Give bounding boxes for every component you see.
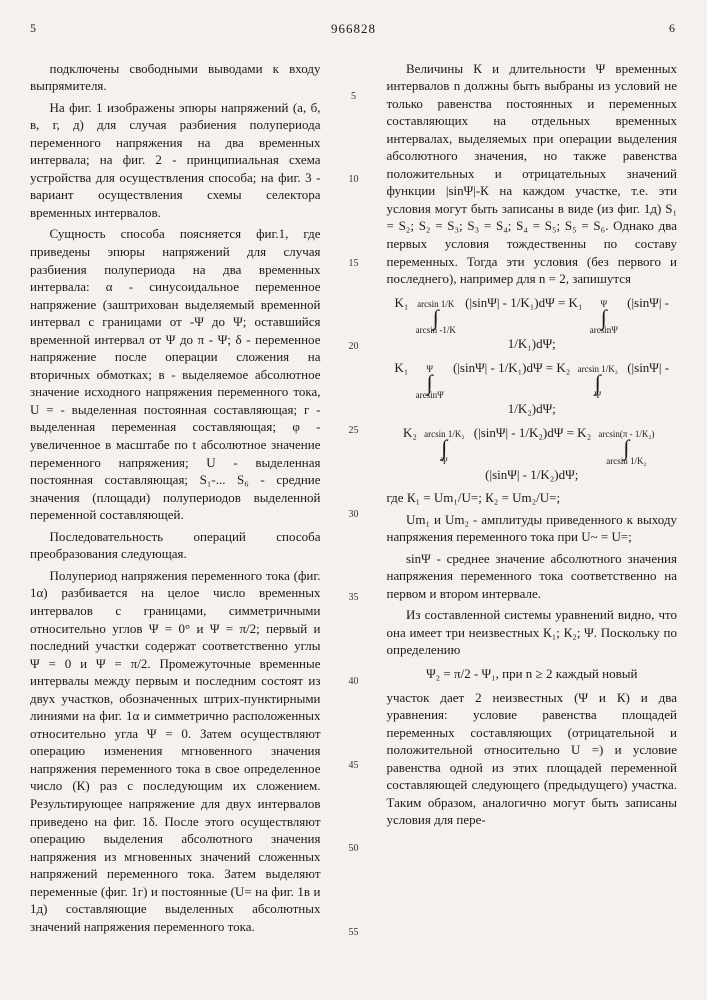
para: Um₁ и Um₂ - амплитуды приведенного к вых… xyxy=(387,511,678,546)
page-body: подключены свободными выводами к входу в… xyxy=(30,60,677,940)
line-numbers: 5 10 15 20 25 30 35 40 45 50 55 xyxy=(345,60,363,940)
page-left: 5 xyxy=(30,20,38,46)
para: Сущность способа поясняется фиг.1, где п… xyxy=(30,225,321,523)
lineno: 45 xyxy=(345,759,363,773)
formula-4: Ψ₂ = π/2 - Ψ₁, при n ≥ 2 каждый новый xyxy=(387,665,678,683)
lineno: 50 xyxy=(345,842,363,856)
para: Из составленной системы уравнений видно,… xyxy=(387,606,678,659)
para: Величины К и длительности Ψ временных ин… xyxy=(387,60,678,288)
lineno: 30 xyxy=(345,508,363,522)
lineno: 35 xyxy=(345,591,363,605)
lineno: 5 xyxy=(345,90,363,104)
lineno: 10 xyxy=(345,173,363,187)
para: sinΨ - среднее значение абсолютного знач… xyxy=(387,550,678,603)
lineno: 20 xyxy=(345,340,363,354)
para: где К₁ = Um₁/U=; К₂ = Um₂/U=; xyxy=(387,489,678,507)
lineno: 55 xyxy=(345,926,363,940)
doc-number: 966828 xyxy=(331,20,376,38)
left-column: подключены свободными выводами к входу в… xyxy=(30,60,321,940)
formula-1: K₁ arcsin 1/K ∫ arcsin -1/K (|sinΨ| - 1/… xyxy=(387,294,678,353)
lineno: 25 xyxy=(345,424,363,438)
formula-2: K₁ Ψ ∫ arcsinΨ (|sinΨ| - 1/K₁)dΨ = K₂ ar… xyxy=(387,359,678,418)
para: подключены свободными выводами к входу в… xyxy=(30,60,321,95)
lineno: 40 xyxy=(345,675,363,689)
para: Последовательность операций способа прео… xyxy=(30,528,321,563)
para: участок дает 2 неизвестных (Ψ и К) и два… xyxy=(387,689,678,829)
lineno: 15 xyxy=(345,257,363,271)
para: На фиг. 1 изображены эпюры напряжений (а… xyxy=(30,99,321,222)
right-column: Величины К и длительности Ψ временных ин… xyxy=(387,60,678,940)
para: Полупериод напряжения переменного тока (… xyxy=(30,567,321,935)
formula-3: K₂ arcsin 1/K₂ ∫ Ψ (|sinΨ| - 1/K₂)dΨ = K… xyxy=(387,424,678,483)
page-right: 6 xyxy=(669,20,677,46)
